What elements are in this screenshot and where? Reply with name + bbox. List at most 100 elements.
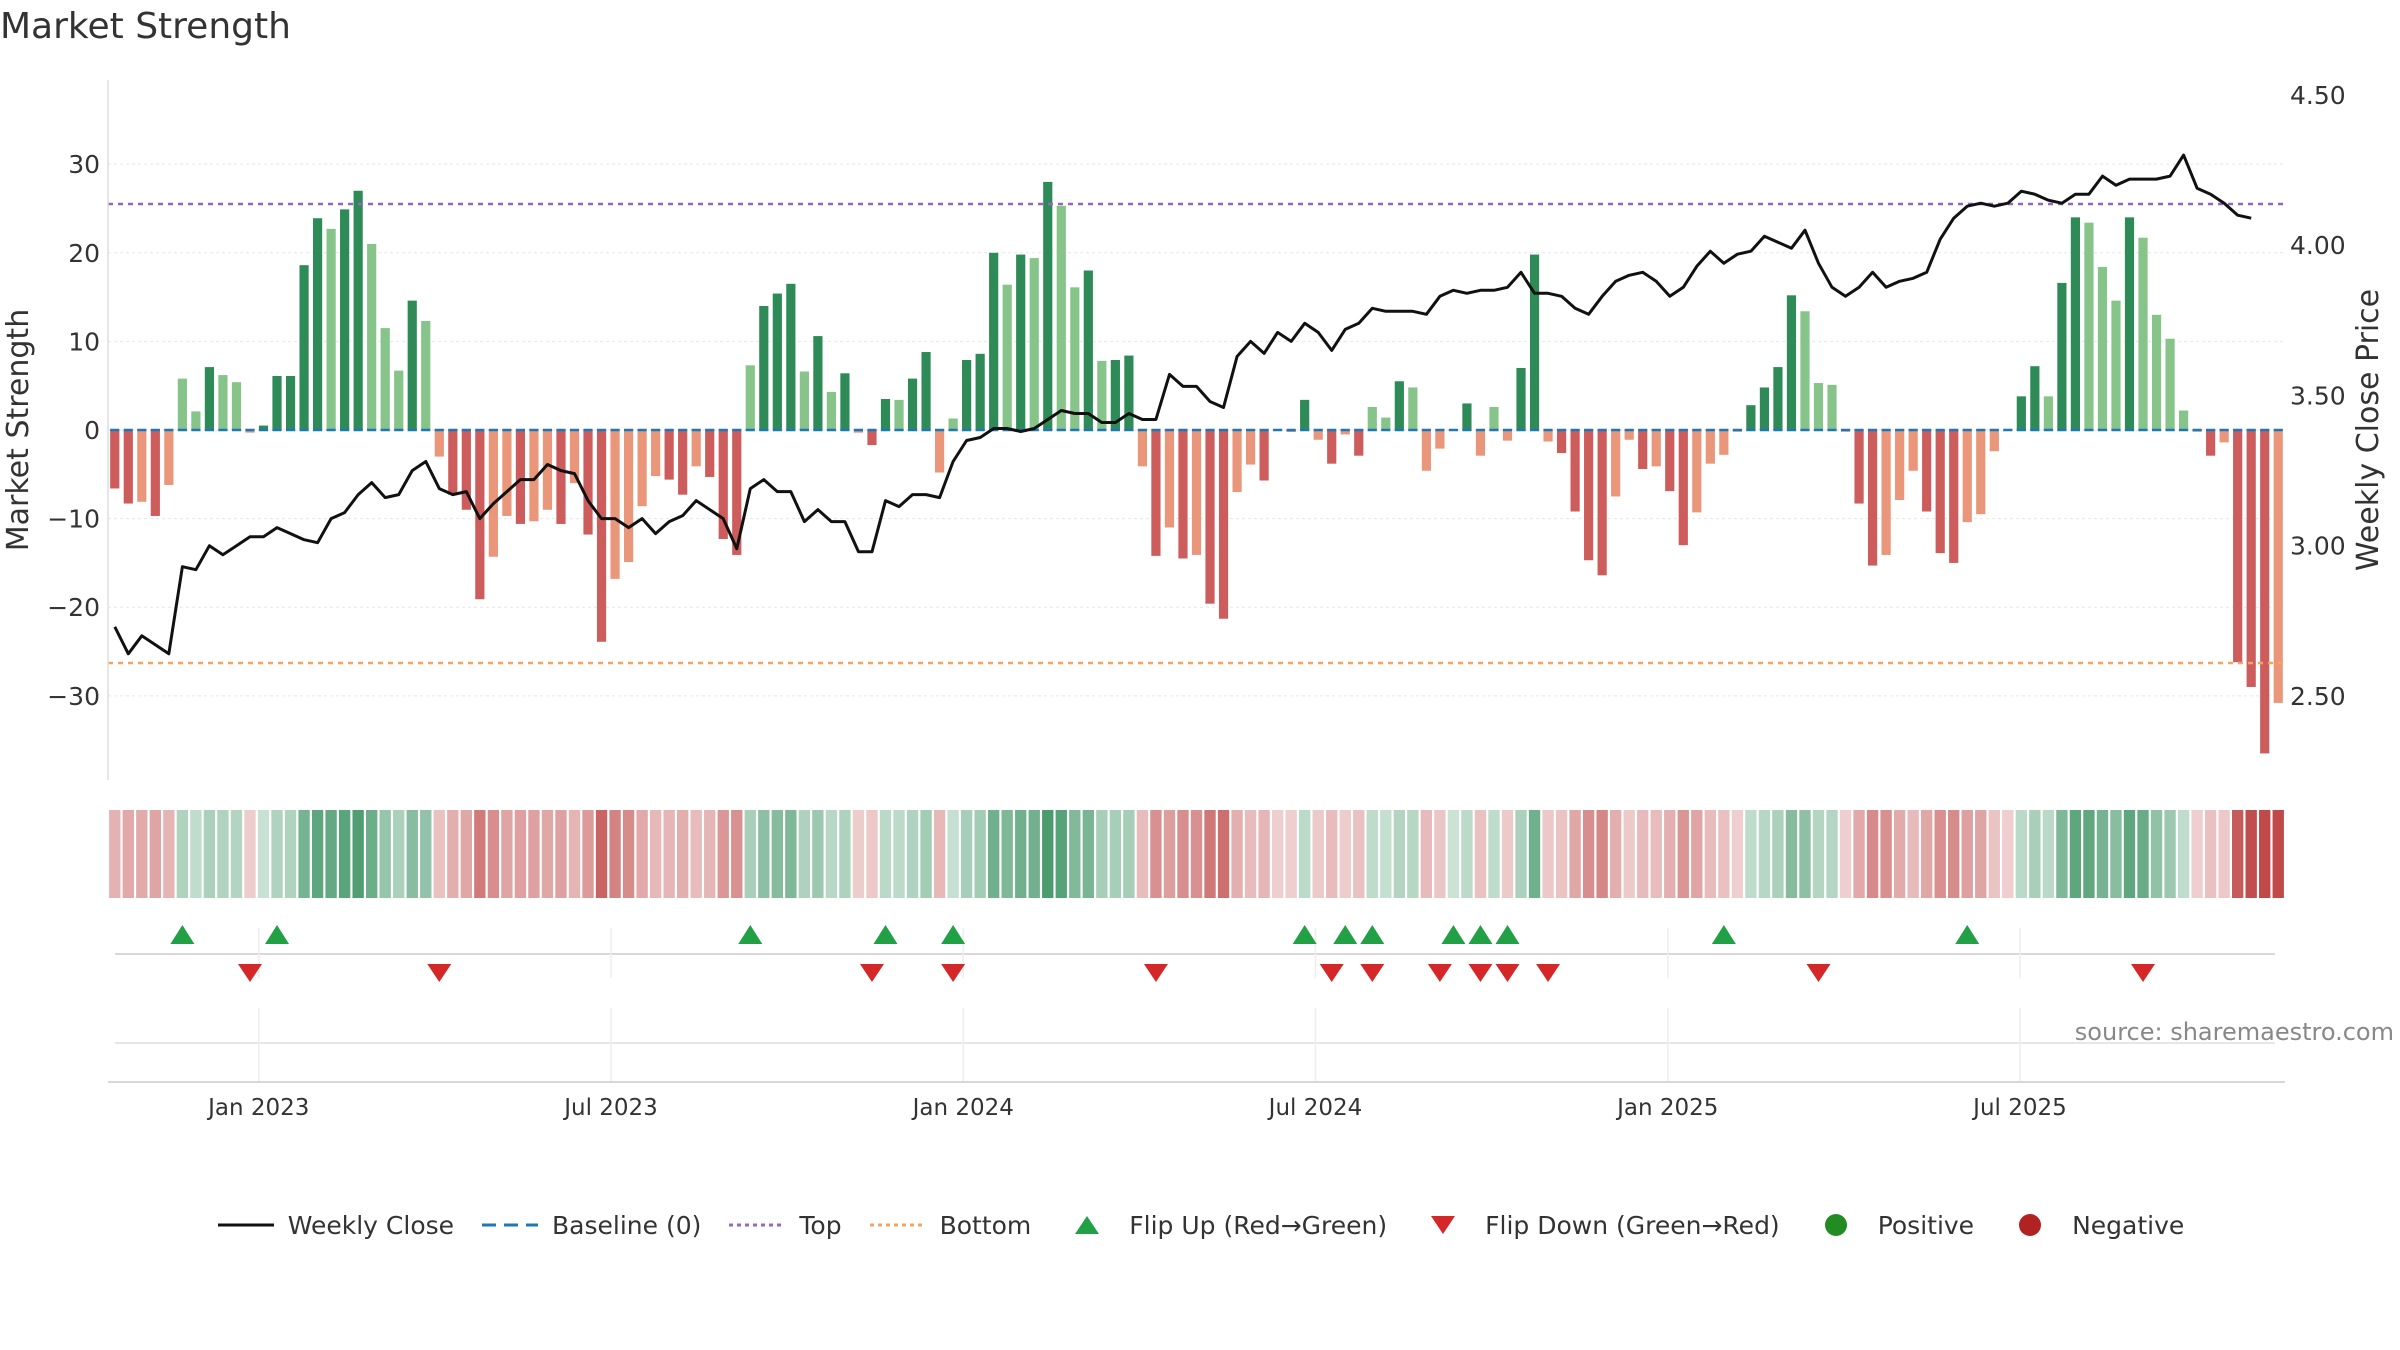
- strength-bar: [1746, 405, 1756, 430]
- strength-bar: [1867, 430, 1878, 566]
- strength-bar: [718, 430, 728, 539]
- heat-cell: [1528, 810, 1541, 898]
- strength-bar: [569, 430, 580, 484]
- heat-cell: [1515, 810, 1527, 898]
- heat-cell: [2191, 810, 2203, 898]
- heat-cell: [2204, 810, 2217, 898]
- strength-bar: [759, 305, 769, 430]
- y-tick-label: −30: [47, 682, 100, 711]
- y2-tick-label: 3.50: [2290, 381, 2346, 410]
- strength-bar: [1786, 295, 1797, 430]
- heat-cell: [812, 810, 824, 898]
- legend-swatch: [869, 1223, 926, 1227]
- heat-cell: [487, 810, 500, 898]
- strength-bar: [962, 360, 972, 430]
- heat-cell: [676, 810, 689, 898]
- legend-item: Flip Down (Green→Red): [1413, 1210, 1780, 1240]
- heat-cell: [1555, 810, 1568, 898]
- strength-bar: [1759, 387, 1770, 430]
- strength-bar: [245, 430, 255, 433]
- heat-cell: [568, 810, 581, 898]
- strength-bar: [894, 399, 904, 430]
- x-tick-label: Jul 2025: [1971, 1095, 2067, 1121]
- heat-cell: [1691, 810, 1703, 898]
- strength-bar: [1354, 430, 1364, 456]
- heat-cell: [2259, 810, 2271, 898]
- strength-bar: [299, 265, 309, 430]
- heat-cell: [1461, 810, 1473, 898]
- heat-cell: [704, 810, 716, 898]
- heat-cell: [933, 810, 946, 898]
- strength-bar: [2246, 430, 2256, 687]
- y-tick-label: 20: [68, 239, 100, 268]
- strength-bar: [637, 430, 647, 507]
- strength-bar: [488, 430, 498, 557]
- strength-bar: [1922, 430, 1932, 512]
- heat-cell: [771, 810, 784, 898]
- heat-cell: [1758, 810, 1771, 898]
- heat-cell: [852, 810, 865, 898]
- heat-cell: [1339, 810, 1351, 898]
- strength-bar: [1611, 430, 1621, 497]
- strength-bar: [123, 430, 133, 504]
- y-tick-label: −10: [47, 505, 100, 534]
- x-tick-label: Jan 2023: [206, 1095, 309, 1121]
- x-tick-label: Jul 2024: [1267, 1095, 1363, 1121]
- flip-markers-panel: [115, 925, 2275, 1082]
- heat-cell: [1326, 810, 1338, 898]
- strength-bar: [2097, 266, 2108, 430]
- heat-cell: [109, 810, 121, 898]
- strength-bar: [678, 430, 688, 495]
- heat-cell: [2123, 810, 2136, 898]
- heat-cell: [1407, 810, 1419, 898]
- heat-cell: [1434, 810, 1446, 898]
- heat-cell: [1812, 810, 1825, 898]
- y2-tick-label: 4.00: [2290, 231, 2346, 260]
- strength-bar: [651, 430, 661, 477]
- strength-bar: [2084, 222, 2094, 430]
- heat-cell: [1136, 810, 1149, 898]
- strength-bar: [1340, 430, 1350, 435]
- strength-bar: [610, 430, 620, 579]
- heat-cell: [136, 810, 148, 898]
- strength-bar: [732, 430, 742, 555]
- heat-cell: [609, 810, 621, 898]
- heat-cell: [1609, 810, 1622, 898]
- heat-cell: [1488, 810, 1500, 898]
- flip-down-marker: [941, 964, 966, 982]
- heat-cell: [1447, 810, 1460, 898]
- heat-cell: [866, 810, 878, 898]
- strength-bar: [1421, 430, 1431, 471]
- strength-bar: [1083, 270, 1093, 430]
- heat-cell: [1664, 810, 1676, 898]
- heat-cell: [1380, 810, 1392, 898]
- strength-bar: [1976, 430, 1986, 515]
- strength-bar: [1638, 430, 1648, 469]
- heat-cell: [1042, 810, 1054, 898]
- legend-swatch: [729, 1223, 786, 1227]
- flip-up-marker: [1711, 925, 1736, 944]
- heat-cell: [649, 810, 662, 898]
- legend-label: Weekly Close: [287, 1210, 455, 1240]
- heat-cell: [1920, 810, 1933, 898]
- heat-cell: [920, 810, 932, 898]
- heat-cell: [1420, 810, 1433, 898]
- heat-cell: [2083, 810, 2095, 898]
- strength-bar: [596, 430, 607, 642]
- legend-swatch: [1431, 1216, 1456, 1234]
- strength-bar: [745, 365, 755, 430]
- heat-cell: [393, 810, 405, 898]
- strength-bar: [1232, 430, 1242, 493]
- heat-cell: [2245, 810, 2257, 898]
- heat-cell: [947, 810, 959, 898]
- y-tick-label: 0: [84, 416, 100, 445]
- heat-cell: [1353, 810, 1365, 898]
- flip-up-marker: [1495, 925, 1520, 944]
- heat-cell: [217, 810, 229, 898]
- strength-bar: [2233, 430, 2243, 663]
- heat-cell: [1298, 810, 1311, 898]
- strength-bar: [353, 190, 363, 430]
- heat-cell: [2056, 810, 2068, 898]
- strength-bar: [475, 430, 485, 600]
- heat-cell: [2164, 810, 2176, 898]
